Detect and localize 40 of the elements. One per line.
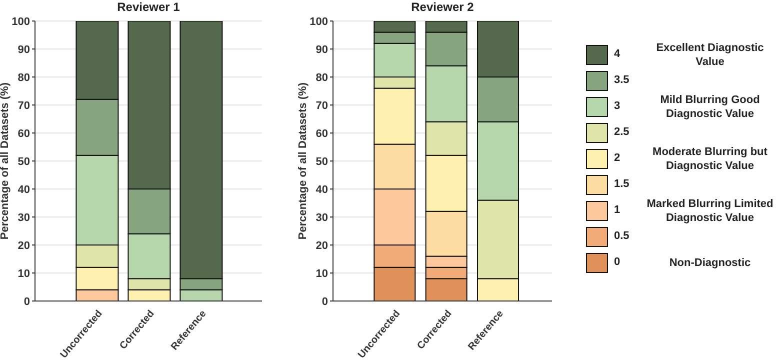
y-tick-label: 90 [316, 44, 328, 56]
y-tick-label: 20 [18, 240, 30, 252]
y-tick-label: 30 [316, 212, 328, 224]
y-axis-title: Percentage of all Datasets (%) [0, 82, 11, 240]
text: Mild Blurring Good Diagnostic Value [659, 93, 761, 121]
y-tick-label: 60 [18, 128, 30, 140]
y-tick-label: 10 [316, 268, 328, 280]
y-tick-label: 100 [12, 16, 30, 28]
legend-label: 1.5 [614, 178, 630, 190]
y-tick-label: 50 [18, 156, 30, 168]
legend-label: 3.5 [614, 74, 630, 86]
y-tick-label: 80 [18, 72, 30, 84]
y-tick-label: 0 [24, 296, 30, 308]
legend-label: 1 [614, 204, 620, 216]
legend-label: 2 [614, 152, 620, 164]
y-tick-label: 50 [316, 156, 328, 168]
text: Excellent Diagnostic Value [655, 41, 765, 69]
legend-label: 0 [614, 256, 620, 268]
y-tick-label: 60 [316, 128, 328, 140]
y-tick-label: 80 [316, 72, 328, 84]
text: Non-Diagnostic [668, 256, 752, 271]
y-tick-label: 0 [322, 296, 328, 308]
legend-label: 2.5 [614, 126, 630, 138]
y-tick-label: 70 [18, 100, 30, 112]
y-axis-title: Percentage of all Datasets (%) [296, 82, 309, 240]
y-tick-label: 10 [18, 268, 30, 280]
chart-title: Reviewer 2 [410, 0, 475, 14]
text: Marked Blurring Limited Diagnostic Value [646, 197, 774, 225]
text: Moderate Blurring but Diagnostic Value [652, 145, 768, 173]
y-tick-label: 40 [316, 184, 328, 196]
y-tick-label: 30 [18, 212, 30, 224]
y-tick-label: 100 [310, 16, 328, 28]
legend-label: 3 [614, 100, 620, 112]
y-tick-label: 20 [316, 240, 328, 252]
chart-title: Reviewer 1 [116, 0, 181, 14]
legend-label: 0.5 [614, 230, 630, 242]
y-tick-label: 90 [18, 44, 30, 56]
y-tick-label: 40 [18, 184, 30, 196]
y-tick-label: 70 [316, 100, 328, 112]
legend-label: 4 [614, 48, 620, 60]
